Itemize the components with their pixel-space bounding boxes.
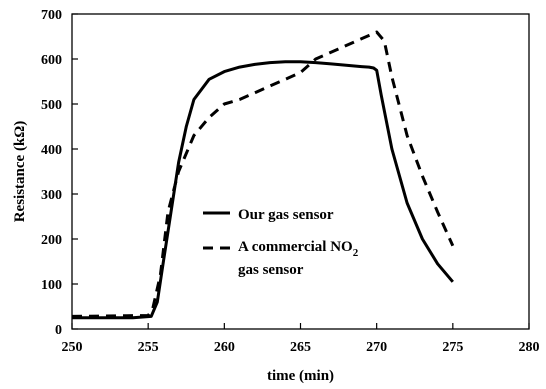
legend-label-commercial-sensor-line2: gas sensor (238, 262, 304, 278)
y-tick-label: 300 (41, 188, 62, 203)
y-tick-label: 500 (41, 98, 62, 113)
legend-label-commercial-main: A commercial NO (238, 239, 353, 255)
legend-label-our-gas-sensor: Our gas sensor (238, 207, 334, 223)
x-axis-ticks: 250 255 260 265 270 275 280 (62, 323, 540, 355)
y-tick-label: 100 (41, 278, 62, 293)
y-tick-label: 200 (41, 233, 62, 248)
x-tick-label: 260 (214, 340, 235, 355)
legend-label-commercial-sensor: A commercial NO2 (238, 239, 359, 259)
y-axis-label: Resistance (kΩ) (12, 121, 28, 223)
y-tick-label: 600 (41, 53, 62, 68)
x-tick-label: 265 (290, 340, 311, 355)
legend: Our gas sensor A commercial NO2 gas sens… (203, 207, 359, 278)
y-tick-label: 400 (41, 143, 62, 158)
series-layer (71, 30, 455, 320)
x-tick-label: 250 (62, 340, 83, 355)
series-line-our-gas-sensor (72, 60, 454, 320)
legend-label-commercial-subscript: 2 (353, 247, 359, 259)
x-axis-label: time (min) (267, 368, 334, 384)
y-tick-label: 0 (55, 323, 62, 338)
y-axis-ticks: 0 100 200 300 400 500 600 700 (41, 8, 78, 338)
x-tick-label: 270 (366, 340, 387, 355)
x-tick-label: 255 (138, 340, 159, 355)
x-tick-label: 280 (519, 340, 540, 355)
x-tick-label: 275 (442, 340, 463, 355)
y-tick-label: 700 (41, 8, 62, 23)
